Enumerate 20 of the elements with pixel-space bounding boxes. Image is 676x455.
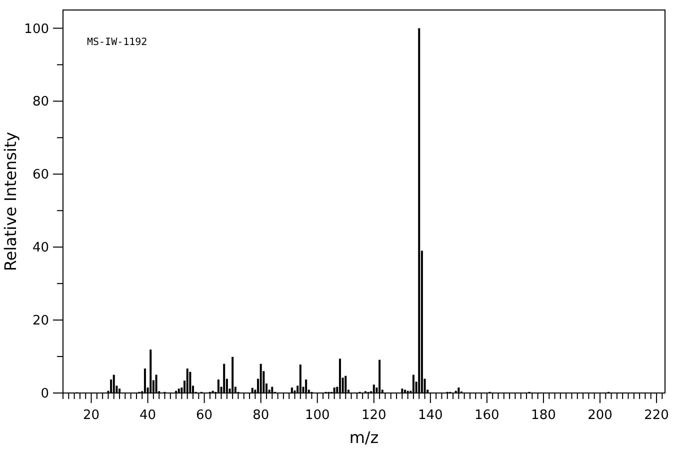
annotation: MS-IW-1192	[87, 37, 148, 48]
y-tick-label: 0	[40, 386, 49, 402]
x-tick-label: 20	[82, 408, 100, 423]
x-tick-label: 160	[474, 408, 500, 423]
x-axis-title: m/z	[349, 428, 379, 447]
x-tick-label: 200	[588, 408, 612, 423]
x-tick-label: 140	[418, 408, 443, 423]
y-tick-label: 40	[32, 240, 49, 256]
x-tick-label: 100	[304, 408, 330, 423]
x-tick-label: 40	[140, 408, 156, 423]
y-tick-label: 60	[32, 168, 49, 183]
x-tick-label: 80	[252, 408, 270, 423]
y-tick-label: 80	[32, 94, 49, 110]
y-tick-label: 20	[32, 314, 49, 329]
x-tick-label: 120	[361, 408, 386, 423]
x-tick-label: 180	[531, 408, 556, 423]
y-tick-label: 100	[24, 22, 49, 37]
y-axis-title: Relative Intensity	[1, 132, 20, 272]
x-tick-label: 220	[644, 408, 669, 423]
x-tick-label: 60	[196, 408, 213, 423]
